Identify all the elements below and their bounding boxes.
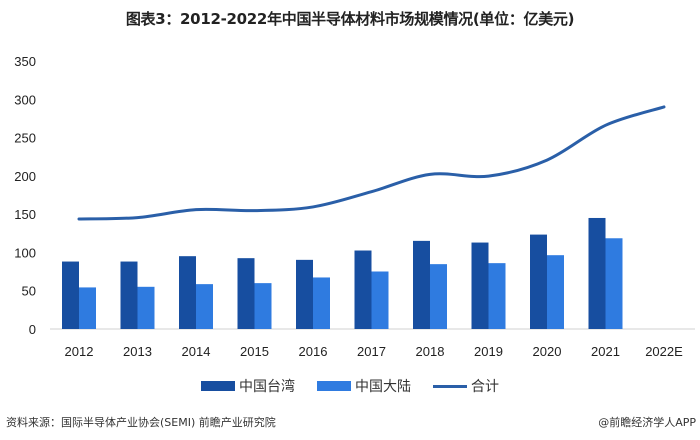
bar-mainland bbox=[79, 287, 96, 329]
x-tick-label: 2012 bbox=[65, 344, 94, 359]
x-tick-label: 2019 bbox=[474, 344, 503, 359]
legend-swatch bbox=[317, 381, 351, 391]
bar-mainland bbox=[605, 238, 623, 329]
bar-taiwan bbox=[62, 261, 79, 329]
legend-item-mainland: 中国大陆 bbox=[317, 376, 411, 396]
bar-mainland bbox=[430, 264, 447, 329]
bar-taiwan bbox=[354, 250, 372, 329]
x-tick-label: 2018 bbox=[416, 344, 445, 359]
y-tick-label: 50 bbox=[22, 284, 36, 299]
bar-taiwan bbox=[471, 242, 489, 329]
legend-label: 中国台湾 bbox=[239, 379, 295, 395]
bar-taiwan bbox=[296, 259, 313, 329]
x-tick-label: 2013 bbox=[123, 344, 152, 359]
legend-item-total: 合计 bbox=[433, 376, 499, 396]
bar-mainland bbox=[254, 283, 272, 329]
y-tick-label: 0 bbox=[29, 322, 36, 337]
bar-mainland bbox=[547, 255, 564, 329]
bar-mainland bbox=[196, 284, 213, 329]
legend-label: 中国大陆 bbox=[355, 379, 411, 395]
y-tick-label: 100 bbox=[14, 245, 36, 260]
chart-area: 0 50 100 150 200 250 300 350 2012 2013 2014 2015 201… bbox=[14, 54, 695, 359]
x-tick-label: 2016 bbox=[299, 344, 328, 359]
y-tick-label: 150 bbox=[14, 207, 36, 222]
y-tick-label: 350 bbox=[14, 54, 36, 69]
x-tick-label: 2021 bbox=[591, 344, 620, 359]
line-total bbox=[77, 105, 666, 221]
bar-taiwan bbox=[530, 234, 547, 329]
legend-label: 合计 bbox=[471, 379, 499, 395]
x-tick-label: 2014 bbox=[182, 344, 211, 359]
bar-taiwan bbox=[588, 217, 606, 329]
bar-taiwan bbox=[179, 256, 196, 329]
bar-mainland bbox=[371, 271, 389, 329]
legend-line bbox=[433, 384, 467, 388]
legend: 中国台湾 中国大陆 合计 bbox=[0, 376, 700, 396]
y-tick-label: 250 bbox=[14, 131, 36, 146]
bar-mainland bbox=[137, 286, 155, 329]
x-tick-label: 2020 bbox=[533, 344, 562, 359]
bar-taiwan bbox=[237, 258, 255, 329]
bar-taiwan bbox=[120, 261, 138, 329]
credit-note: @前瞻经济学人APP bbox=[598, 416, 696, 429]
source-note: 资料来源：国际半导体产业协会(SEMI) 前瞻产业研究院 bbox=[6, 416, 276, 429]
bar-mainland bbox=[488, 263, 506, 329]
y-tick-label: 300 bbox=[14, 92, 36, 107]
x-tick-label: 2015 bbox=[240, 344, 269, 359]
bar-taiwan bbox=[413, 240, 430, 329]
bar-mainland bbox=[313, 277, 330, 329]
legend-item-taiwan: 中国台湾 bbox=[201, 376, 295, 396]
legend-swatch bbox=[201, 381, 235, 391]
chart-title: 图表3：2012-2022年中国半导体材料市场规模情况(单位：亿美元) bbox=[125, 10, 575, 28]
x-tick-label: 2022E bbox=[645, 344, 683, 359]
x-tick-label: 2017 bbox=[357, 344, 386, 359]
y-tick-label: 200 bbox=[14, 169, 36, 184]
